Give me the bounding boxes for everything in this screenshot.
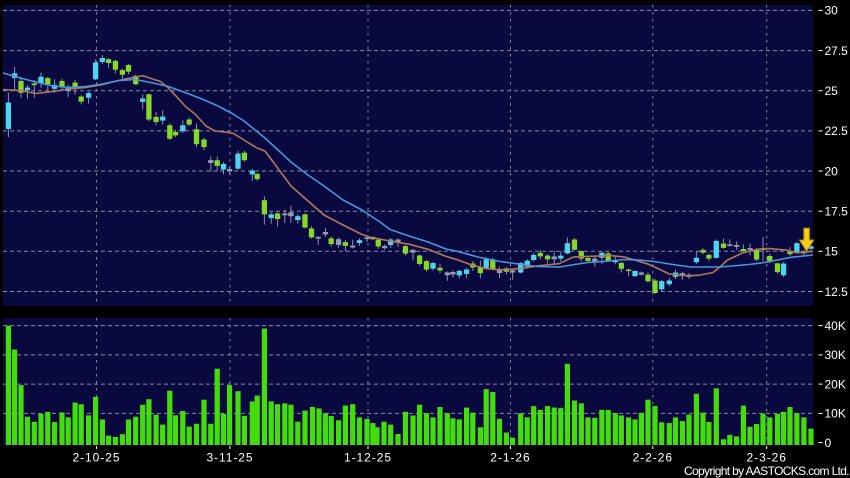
svg-text:12.5: 12.5 — [825, 285, 849, 299]
svg-text:20: 20 — [825, 164, 839, 178]
svg-text:15: 15 — [825, 245, 839, 259]
svg-text:2-1-26: 2-1-26 — [490, 451, 530, 465]
svg-text:22.5: 22.5 — [825, 124, 849, 138]
svg-text:0: 0 — [825, 436, 832, 450]
svg-text:17.5: 17.5 — [825, 205, 849, 219]
svg-text:40K: 40K — [825, 319, 846, 333]
svg-text:25: 25 — [825, 84, 839, 98]
svg-text:27.5: 27.5 — [825, 44, 849, 58]
svg-text:3-11-25: 3-11-25 — [206, 451, 253, 465]
svg-text:10K: 10K — [825, 407, 846, 421]
svg-text:2-10-25: 2-10-25 — [72, 451, 120, 465]
svg-text:2-3-26: 2-3-26 — [747, 451, 787, 465]
svg-text:1-12-25: 1-12-25 — [344, 451, 392, 465]
svg-text:2-2-26: 2-2-26 — [633, 451, 673, 465]
svg-text:30K: 30K — [825, 348, 846, 362]
svg-text:Copyright by AASTOCKS.com Ltd.: Copyright by AASTOCKS.com Ltd. — [684, 464, 849, 478]
svg-text:30: 30 — [825, 4, 839, 18]
svg-text:20K: 20K — [825, 377, 846, 391]
